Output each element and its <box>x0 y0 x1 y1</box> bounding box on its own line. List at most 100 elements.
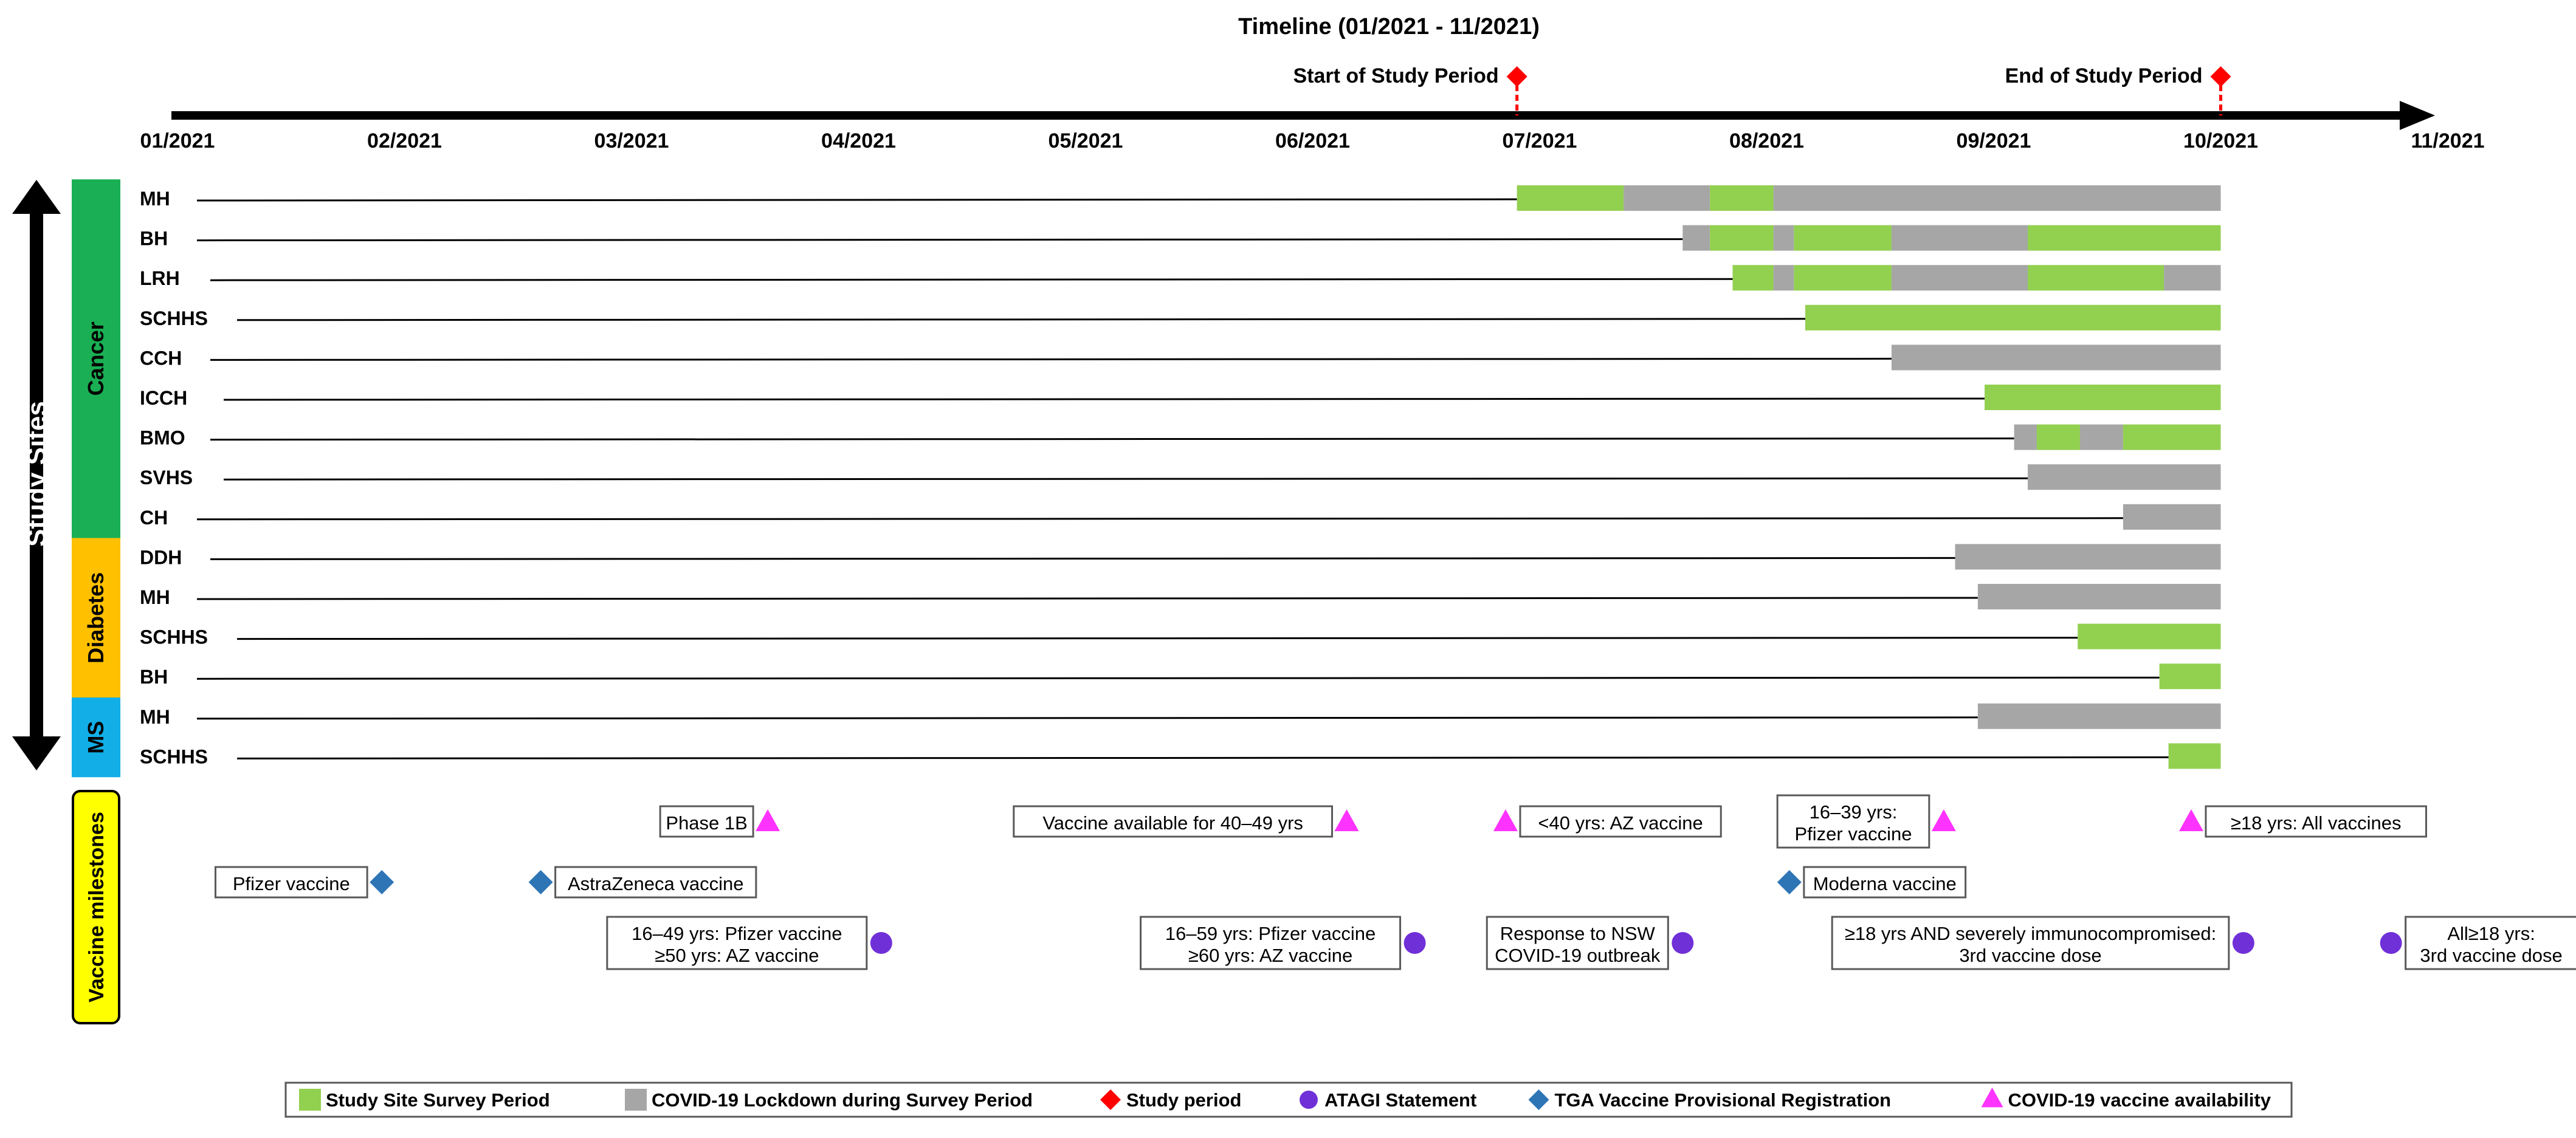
lockdown-bar <box>1773 185 2221 211</box>
milestone-label-text: All≥18 yrs: <box>2447 923 2535 944</box>
survey-period-bar <box>1985 385 2221 410</box>
milestone-label-text: ≥60 yrs: AZ vaccine <box>1188 945 1352 966</box>
site-timeline-line <box>196 597 1978 600</box>
site-label: SVHS <box>140 467 193 488</box>
site-label: BMO <box>140 427 185 449</box>
month-tick-label: 02/2021 <box>367 129 442 153</box>
milestone-label-text: 3rd vaccine dose <box>2420 945 2562 966</box>
site-label: MH <box>140 706 170 728</box>
lockdown-bar <box>1773 265 1794 291</box>
legend-swatch-lockdown <box>625 1089 647 1111</box>
milestone-label-box <box>214 866 368 899</box>
site-label: MH <box>140 586 170 608</box>
legend-swatch-tga <box>1528 1089 1549 1110</box>
lockdown-bar <box>1891 265 2028 291</box>
lockdown-bar <box>2123 504 2221 530</box>
tga-registration-marker <box>528 870 553 894</box>
milestone-label-box <box>1013 805 1334 838</box>
month-tick-label: 11/2021 <box>2411 129 2484 153</box>
survey-period-bar <box>2078 623 2221 650</box>
site-label: CCH <box>140 347 182 369</box>
month-tick-label: 04/2021 <box>821 129 896 153</box>
tga-registration-marker <box>370 870 394 894</box>
survey-period-bar <box>2036 424 2080 450</box>
milestone-label-text: 16–59 yrs: Pfizer vaccine <box>1165 923 1376 944</box>
milestone-label-box <box>659 805 754 838</box>
group-bar-diabetes <box>72 538 120 698</box>
site-timeline-line <box>210 357 1892 361</box>
site-label: SCHHS <box>140 307 208 329</box>
site-timeline-line <box>196 238 1683 242</box>
survey-period-bar <box>1794 225 1892 251</box>
milestone-label-box <box>1803 866 1967 899</box>
milestone-label-box <box>1486 916 1669 970</box>
site-timeline-line <box>196 716 1978 720</box>
milestone-label-text: 3rd vaccine dose <box>1959 945 2101 966</box>
legend-swatch-availability <box>1981 1088 2003 1108</box>
milestone-label-text: ≥18 yrs AND severely immunocompromised: <box>1845 923 2216 944</box>
site-label: ICCH <box>140 387 187 409</box>
site-timeline-line <box>196 198 1517 202</box>
site-label: DDH <box>140 546 182 568</box>
vaccine-availability-marker <box>2178 809 2203 831</box>
site-label: BH <box>140 666 168 688</box>
legend-label-availability: COVID-19 vaccine availability <box>2008 1089 2271 1111</box>
vaccine-availability-marker <box>1493 809 1518 831</box>
survey-period-bar <box>2168 743 2221 769</box>
milestone-label-text: Moderna vaccine <box>1813 873 1957 894</box>
group-label-ms: MS <box>83 721 108 754</box>
study-sites-arrow-up <box>12 180 61 214</box>
vaccine-availability-marker <box>1931 809 1956 831</box>
milestone-label-text: 16–49 yrs: Pfizer vaccine <box>632 923 842 944</box>
legend-swatch-study <box>1100 1089 1121 1110</box>
milestone-label-text: Pfizer vaccine <box>1795 823 1912 845</box>
site-timeline-line <box>236 637 2078 640</box>
lockdown-bar <box>1682 225 1710 251</box>
site-timeline-line <box>223 477 2028 481</box>
atagi-statement-marker <box>870 932 892 954</box>
legend-swatch-atagi <box>1300 1091 1318 1109</box>
atagi-statement-marker <box>2380 932 2402 954</box>
month-tick-label: 08/2021 <box>1729 129 1804 153</box>
group-label-diabetes: Diabetes <box>83 572 108 663</box>
vaccine-milestones-box <box>72 790 120 1024</box>
legend-label-survey: Study Site Survey Period <box>326 1089 550 1111</box>
survey-period-bar <box>1517 185 1624 211</box>
milestone-label-box <box>2205 805 2427 838</box>
milestone-label-text: Phase 1B <box>666 812 747 834</box>
lockdown-bar <box>2079 424 2123 450</box>
month-tick-label: 10/2021 <box>2183 129 2258 153</box>
survey-period-bar <box>2123 424 2221 450</box>
milestone-label-box <box>1776 794 1930 849</box>
lockdown-bar <box>1955 544 2221 570</box>
vaccine-availability-marker <box>1334 809 1359 831</box>
lockdown-bar <box>2014 424 2037 450</box>
vaccine-availability-marker <box>756 809 780 831</box>
milestone-label-text: Pfizer vaccine <box>233 873 350 894</box>
group-label-cancer: Cancer <box>83 321 108 396</box>
study-period-end-marker <box>2210 66 2231 87</box>
milestone-label-box <box>1140 916 1402 970</box>
site-label: SCHHS <box>140 626 208 648</box>
atagi-statement-marker <box>2232 932 2254 954</box>
study-period-start-label: Start of Study Period <box>1293 64 1499 87</box>
site-timeline-line <box>236 318 1805 321</box>
site-timeline-line <box>236 756 2169 759</box>
milestone-label-text: COVID-19 outbreak <box>1495 945 1661 966</box>
tga-registration-marker <box>1777 870 1802 894</box>
lockdown-bar <box>1773 225 1794 251</box>
lockdown-bar <box>2028 464 2221 490</box>
survey-period-bar <box>1794 265 1892 291</box>
site-label: SCHHS <box>140 746 208 767</box>
milestone-label-text: AstraZeneca vaccine <box>568 873 743 894</box>
site-timeline-line <box>210 437 2014 441</box>
legend-label-tga: TGA Vaccine Provisional Registration <box>1555 1089 1892 1111</box>
timeline-axis-arrowhead <box>2400 101 2435 130</box>
survey-period-bar <box>2028 225 2221 251</box>
milestone-label-box <box>1519 805 1722 838</box>
lockdown-bar <box>1624 185 1710 211</box>
milestone-label-text: Response to NSW <box>1500 923 1656 944</box>
legend-label-lockdown: COVID-19 Lockdown during Survey Period <box>652 1089 1033 1111</box>
study-sites-label: Study Sites <box>22 401 52 547</box>
